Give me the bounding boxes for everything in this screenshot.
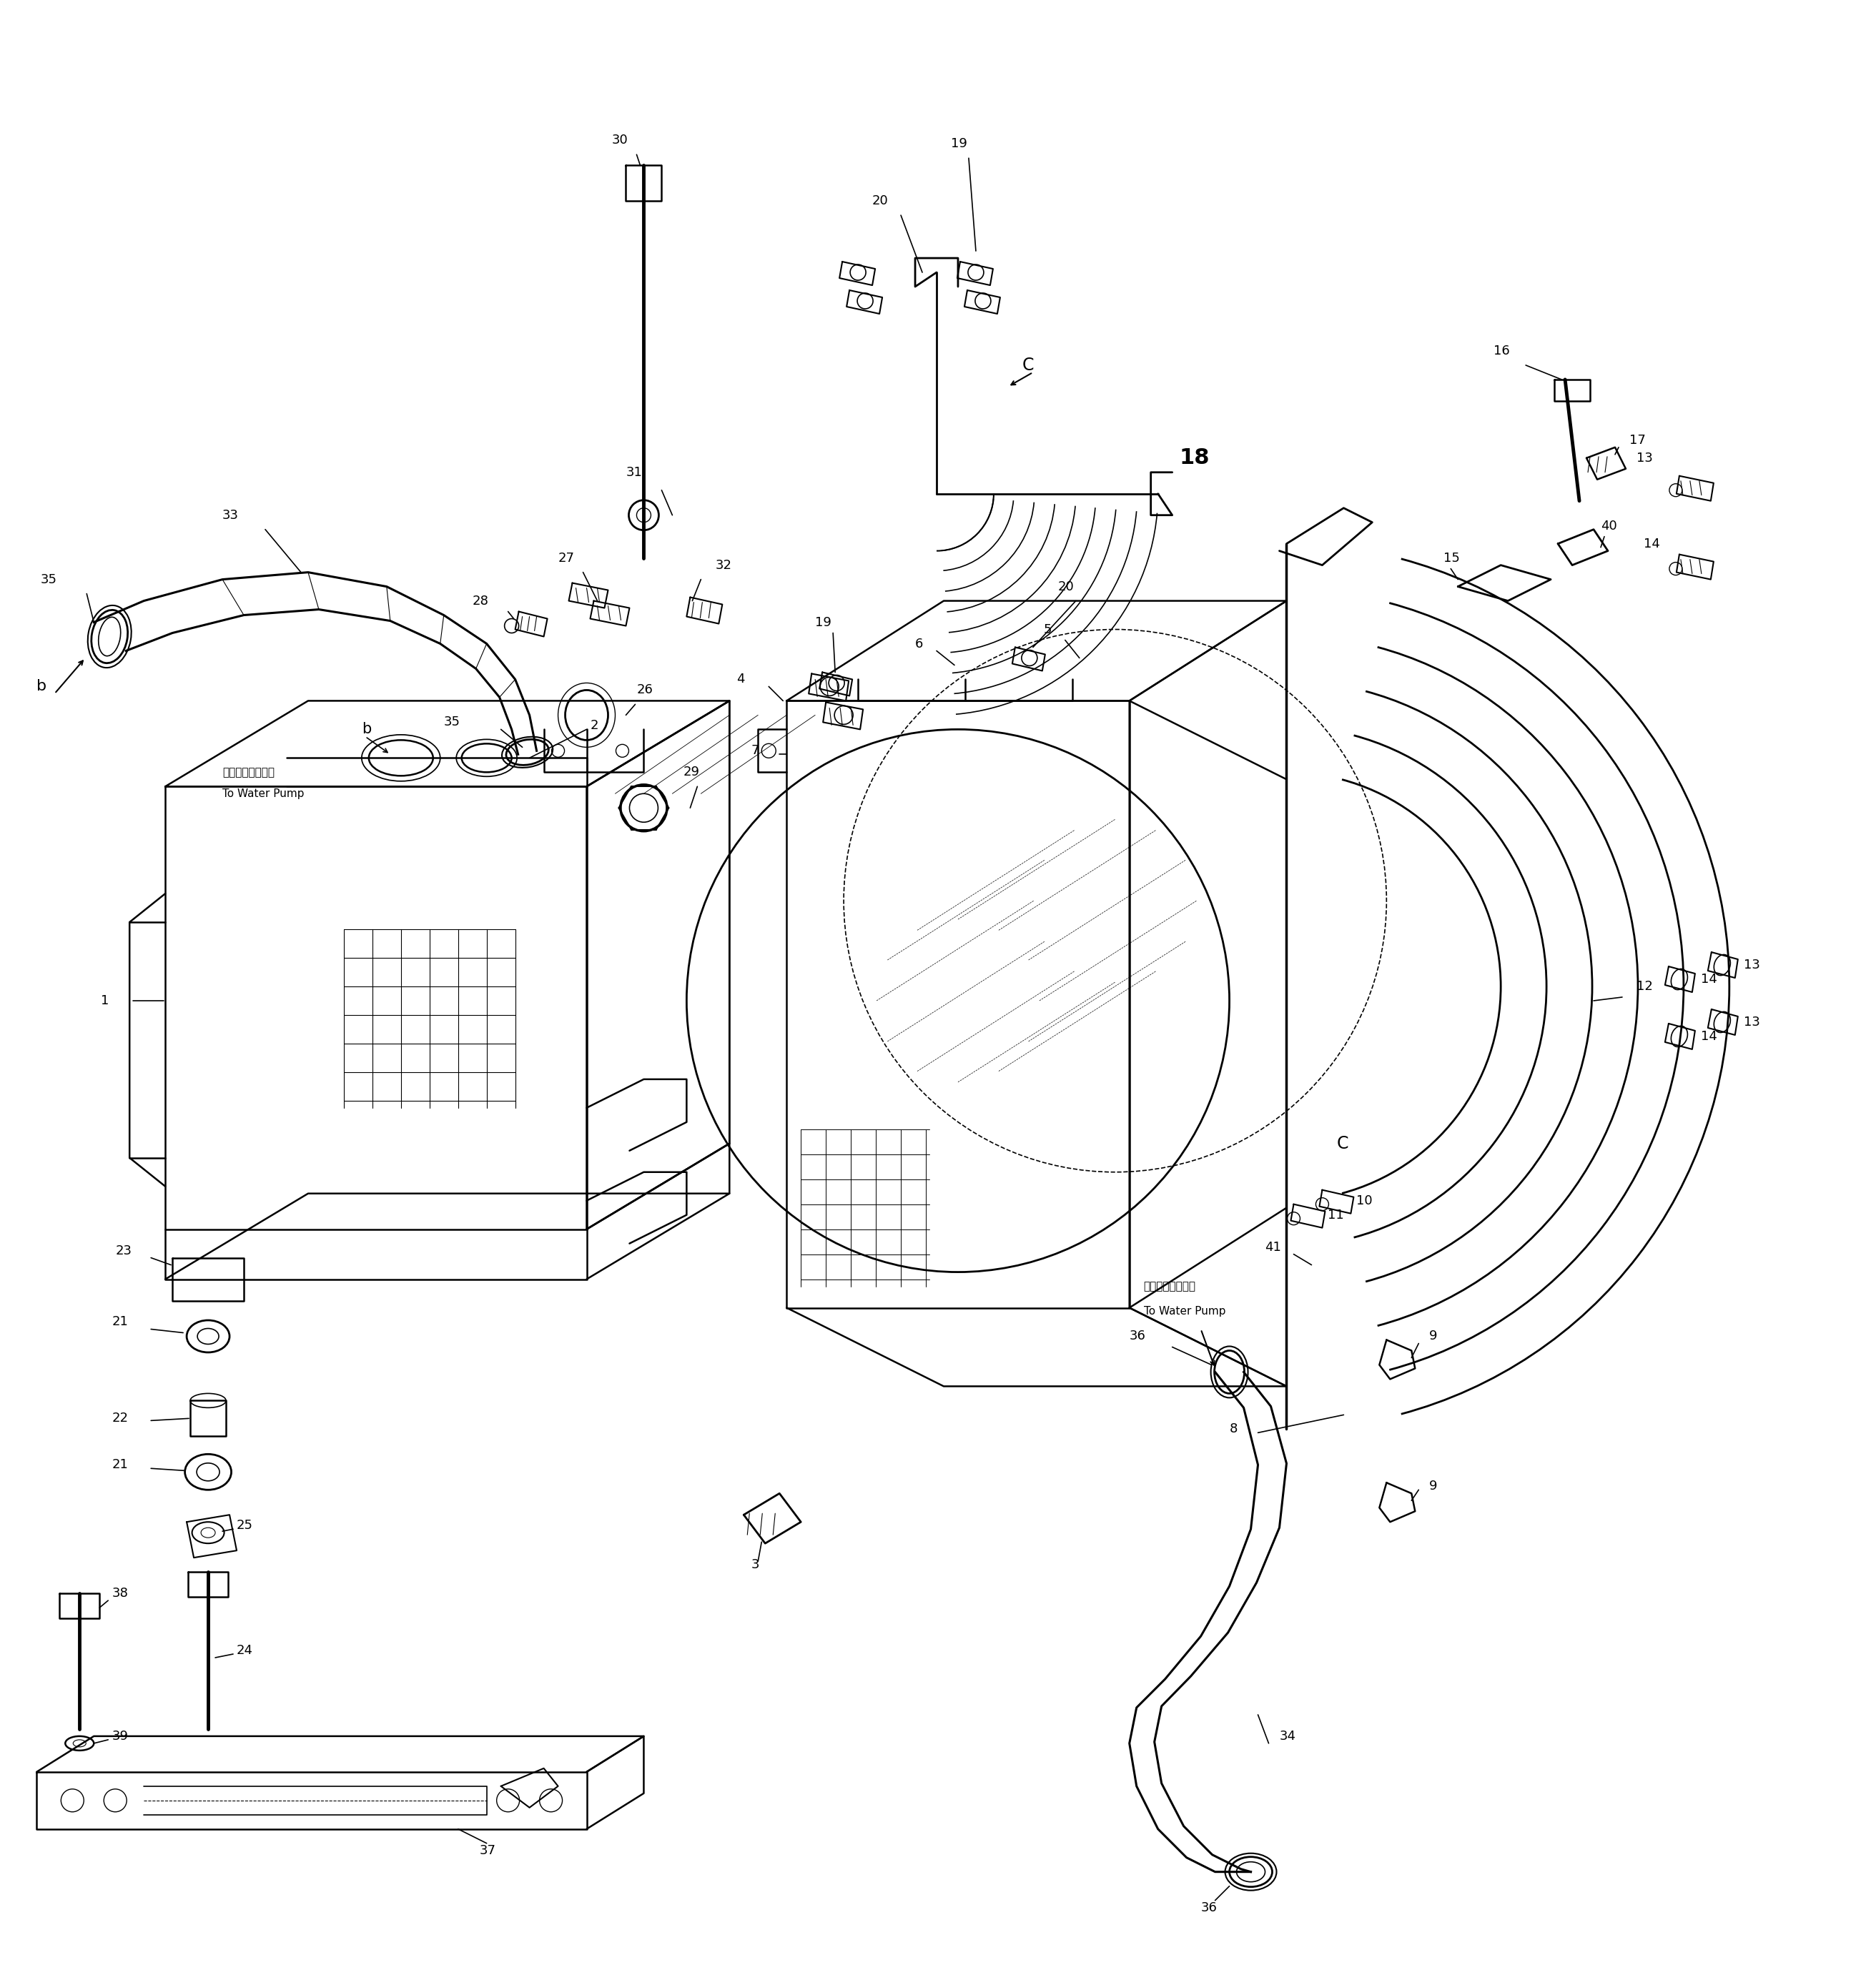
Text: 22: 22 [113,1413,128,1425]
Text: 19: 19 [951,138,968,149]
Text: 25: 25 [236,1519,253,1533]
Text: 20: 20 [1058,580,1075,593]
Text: 5: 5 [1043,623,1052,637]
Text: ウォータポンプへ: ウォータポンプへ [223,766,274,778]
Text: 14: 14 [1702,973,1717,986]
Text: 13: 13 [1743,959,1760,971]
Text: 6: 6 [915,637,923,650]
Text: 27: 27 [557,552,574,564]
Text: 35: 35 [445,715,460,729]
Text: 13: 13 [1743,1016,1760,1028]
Text: 15: 15 [1445,552,1460,564]
Text: 1: 1 [101,994,109,1008]
Text: 12: 12 [1636,981,1653,992]
Text: C: C [1336,1136,1349,1151]
Text: 38: 38 [113,1588,128,1600]
Text: 34: 34 [1279,1729,1296,1743]
Text: 26: 26 [636,684,653,696]
Text: 21: 21 [113,1458,128,1472]
Text: 36: 36 [1129,1330,1146,1342]
Text: 16: 16 [1493,344,1510,358]
Text: 40: 40 [1600,519,1617,533]
Text: 37: 37 [480,1843,495,1857]
Text: 41: 41 [1264,1240,1281,1254]
Text: 13: 13 [1636,452,1653,464]
Text: 31: 31 [627,466,642,479]
Text: 19: 19 [816,615,831,629]
Text: 20: 20 [872,195,889,208]
Text: 35: 35 [39,574,56,586]
Text: 14: 14 [1702,1030,1717,1043]
Text: 3: 3 [750,1558,760,1572]
Text: 8: 8 [1229,1423,1238,1436]
Text: 9: 9 [1430,1330,1437,1342]
Text: 9: 9 [1430,1480,1437,1493]
Text: 18: 18 [1180,448,1210,468]
Text: b: b [38,680,47,694]
Text: 33: 33 [223,509,238,521]
Text: 32: 32 [715,558,732,572]
Text: 21: 21 [113,1317,128,1328]
Text: C: C [1022,356,1034,373]
Text: 28: 28 [473,593,490,607]
Text: 17: 17 [1630,434,1645,446]
Text: 11: 11 [1328,1208,1345,1222]
Text: 24: 24 [236,1645,253,1656]
Text: 7: 7 [750,745,760,757]
Text: 30: 30 [612,134,628,147]
Text: 39: 39 [113,1729,128,1743]
Text: b: b [362,723,371,737]
Text: 4: 4 [737,672,745,686]
Text: 10: 10 [1356,1195,1373,1207]
Text: ウォータポンプへ: ウォータポンプへ [1144,1281,1195,1291]
Text: To Water Pump: To Water Pump [1144,1307,1225,1317]
Text: 23: 23 [114,1244,131,1258]
Text: 36: 36 [1201,1900,1218,1914]
Text: 29: 29 [683,766,700,778]
Text: 14: 14 [1643,536,1660,550]
Text: 2: 2 [591,719,598,733]
Text: To Water Pump: To Water Pump [223,788,304,800]
